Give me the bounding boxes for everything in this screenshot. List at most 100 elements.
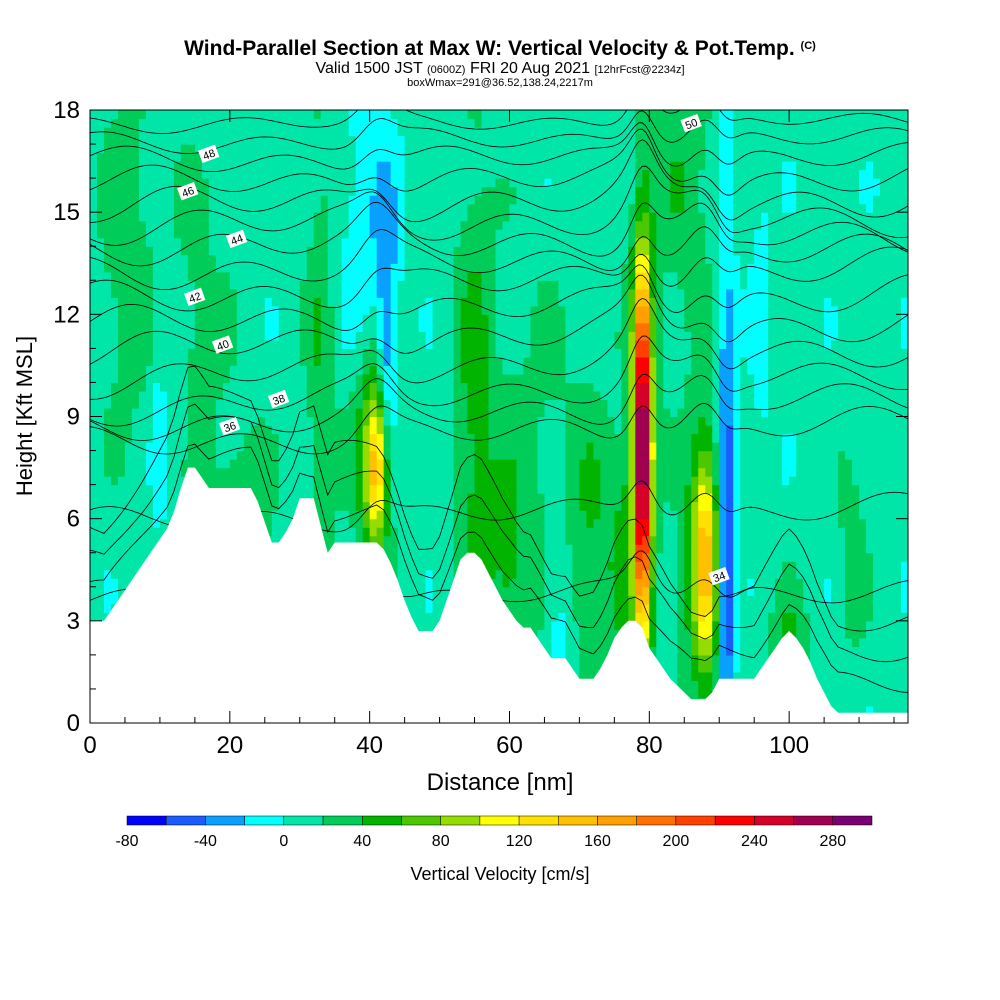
velocity-cell (362, 237, 371, 247)
velocity-cell (208, 356, 217, 367)
velocity-cell (376, 365, 385, 375)
velocity-cell (201, 314, 210, 324)
velocity-cell (124, 425, 133, 435)
velocity-cell (362, 365, 371, 375)
velocity-cell (460, 382, 469, 392)
velocity-cell (565, 484, 574, 494)
velocity-cell (334, 135, 343, 145)
velocity-cell (320, 476, 329, 486)
velocity-cell (166, 237, 175, 247)
velocity-cell (243, 442, 252, 452)
velocity-cell (250, 365, 259, 375)
velocity-cell (138, 229, 147, 239)
velocity-cell (481, 561, 490, 571)
velocity-cell (152, 110, 161, 120)
velocity-cell (327, 305, 336, 315)
velocity-cell (257, 382, 266, 392)
velocity-cell (565, 535, 574, 545)
velocity-cell (334, 365, 343, 375)
velocity-cell (439, 195, 448, 205)
velocity-cell (278, 382, 287, 392)
velocity-cell (558, 152, 567, 162)
velocity-cell (96, 356, 105, 367)
velocity-cell (362, 382, 371, 392)
velocity-cell (348, 254, 357, 264)
velocity-cell (411, 229, 420, 239)
velocity-cell (152, 399, 161, 409)
velocity-cell (138, 220, 147, 230)
velocity-cell (418, 561, 427, 571)
velocity-cell (425, 110, 434, 120)
velocity-cell (215, 118, 224, 128)
velocity-cell (215, 178, 224, 188)
velocity-cell (418, 578, 427, 588)
velocity-cell (376, 510, 385, 520)
velocity-cell (320, 527, 329, 537)
velocity-cell (173, 229, 182, 239)
velocity-cell (292, 484, 301, 494)
velocity-cell (509, 237, 518, 247)
velocity-cell (173, 476, 182, 486)
velocity-cell (558, 603, 567, 613)
velocity-cell (376, 203, 385, 213)
velocity-cell (222, 348, 231, 358)
velocity-cell (397, 288, 406, 298)
velocity-cell (243, 195, 252, 205)
velocity-cell (376, 348, 385, 358)
velocity-cell (145, 433, 154, 443)
velocity-cell (278, 195, 287, 205)
velocity-cell (516, 527, 525, 537)
velocity-cell (327, 195, 336, 205)
velocity-cell (264, 493, 273, 503)
velocity-cell (446, 118, 455, 128)
velocity-cell (544, 390, 553, 401)
velocity-cell (250, 169, 259, 179)
velocity-cell (90, 373, 98, 384)
velocity-cell (397, 339, 406, 349)
velocity-cell (481, 476, 490, 486)
velocity-cell (341, 271, 350, 281)
velocity-cell (432, 203, 441, 213)
velocity-cell (439, 382, 448, 392)
velocity-cell (173, 297, 182, 307)
velocity-cell (530, 493, 539, 503)
velocity-cell (530, 620, 539, 630)
velocity-cell (285, 339, 294, 349)
velocity-cell (411, 399, 420, 409)
velocity-cell (264, 339, 273, 349)
velocity-cell (425, 467, 434, 477)
velocity-cell (418, 476, 427, 486)
velocity-cell (131, 195, 140, 205)
velocity-cell (530, 118, 539, 128)
velocity-cell (565, 297, 574, 307)
velocity-cell (138, 263, 147, 273)
velocity-cell (145, 246, 154, 256)
velocity-cell (250, 212, 259, 222)
velocity-cell (264, 118, 273, 128)
velocity-cell (362, 331, 371, 341)
velocity-cell (488, 493, 497, 503)
velocity-cell (432, 578, 441, 588)
velocity-cell (355, 382, 364, 392)
velocity-cell (467, 425, 476, 435)
velocity-cell (544, 195, 553, 205)
velocity-cell (243, 425, 252, 435)
velocity-cell (432, 237, 441, 247)
velocity-cell (502, 561, 511, 571)
velocity-cell (446, 263, 455, 273)
velocity-cell (208, 314, 217, 324)
velocity-cell (334, 127, 343, 137)
velocity-cell (502, 288, 511, 298)
velocity-cell (320, 450, 329, 460)
velocity-cell (229, 322, 238, 332)
velocity-cell (425, 263, 434, 273)
velocity-cell (565, 314, 574, 324)
title-main: Wind-Parallel Section at Max W: Vertical… (184, 37, 795, 60)
velocity-cell (453, 467, 462, 477)
velocity-cell (530, 110, 539, 120)
velocity-cell (474, 322, 483, 332)
velocity-cell (404, 152, 413, 162)
velocity-cell (159, 161, 168, 171)
velocity-cell (572, 578, 580, 588)
velocity-cell (236, 263, 245, 273)
